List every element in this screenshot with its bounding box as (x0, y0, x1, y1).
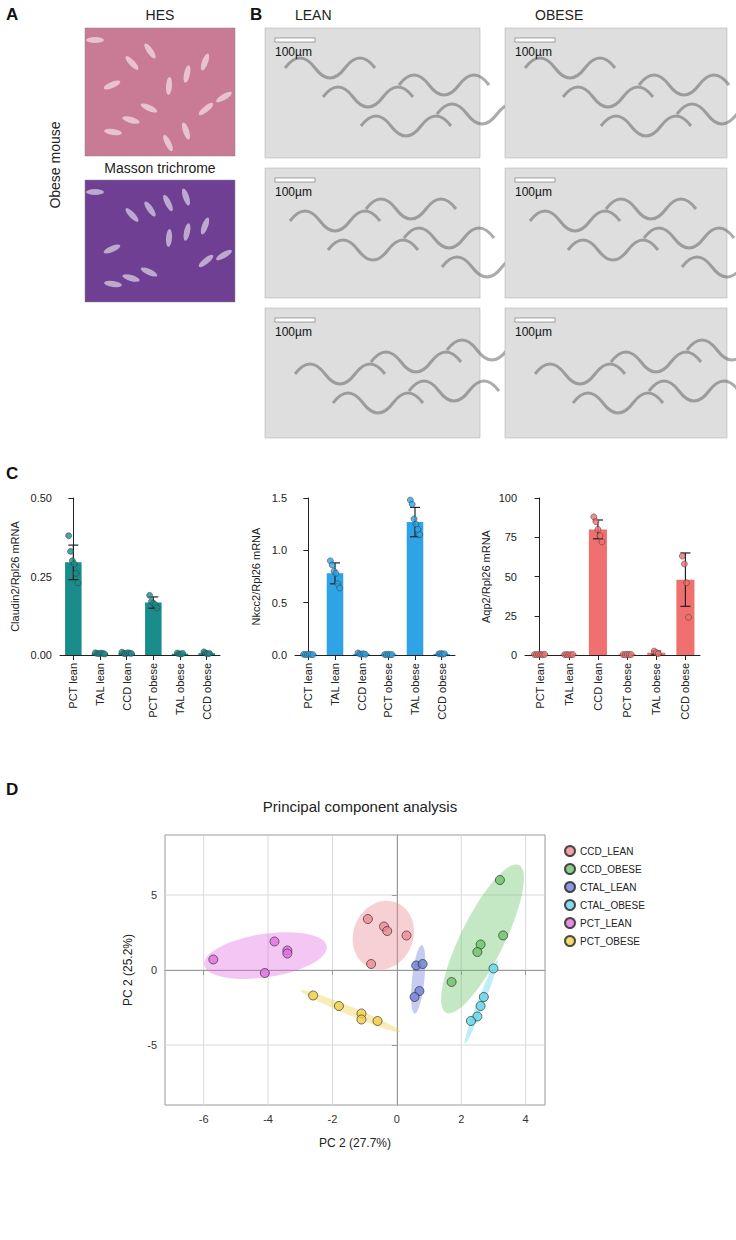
svg-text:Obese mouse: Obese mouse (47, 121, 63, 208)
svg-text:PCT obese: PCT obese (382, 663, 394, 718)
svg-text:100µm: 100µm (275, 45, 312, 59)
html-text:D: D (6, 780, 19, 799)
svg-text:PCT obese: PCT obese (621, 663, 633, 718)
svg-text:100µm: 100µm (275, 325, 312, 339)
svg-text:TAL obese: TAL obese (409, 663, 421, 715)
svg-text:0.5: 0.5 (272, 597, 287, 609)
svg-text:-5: -5 (147, 1039, 157, 1051)
svg-text:CCD lean: CCD lean (121, 663, 133, 711)
svg-text:PCT_LEAN: PCT_LEAN (580, 918, 632, 929)
svg-text:B: B (250, 5, 262, 24)
svg-text:100µm: 100µm (515, 45, 552, 59)
svg-text:CCD obese: CCD obese (201, 663, 213, 720)
svg-text:100µm: 100µm (515, 185, 552, 199)
svg-text:TAL lean: TAL lean (94, 663, 106, 706)
svg-text:0: 0 (394, 1113, 400, 1125)
svg-text:0.00: 0.00 (31, 649, 52, 661)
svg-text:1.0: 1.0 (272, 544, 287, 556)
svg-text:Principal component analysis: Principal component analysis (263, 798, 457, 815)
svg-text:PC 2 (27.7%): PC 2 (27.7%) (319, 1136, 391, 1150)
svg-text:TAL obese: TAL obese (174, 663, 186, 715)
svg-text:Aqp2/Rpl26 mRNA: Aqp2/Rpl26 mRNA (480, 529, 492, 623)
svg-text:100µm: 100µm (515, 325, 552, 339)
svg-text:4: 4 (523, 1113, 529, 1125)
svg-text:5: 5 (151, 889, 157, 901)
svg-text:0: 0 (511, 649, 517, 661)
svg-text:Nkcc2/Rpl26 mRNA: Nkcc2/Rpl26 mRNA (250, 527, 262, 625)
svg-text:100µm: 100µm (275, 185, 312, 199)
svg-text:-4: -4 (263, 1113, 273, 1125)
svg-text:CCD obese: CCD obese (436, 663, 448, 720)
svg-text:0: 0 (151, 964, 157, 976)
svg-text:CTAL_LEAN: CTAL_LEAN (580, 882, 637, 893)
svg-text:-6: -6 (199, 1113, 209, 1125)
svg-text:PCT lean: PCT lean (67, 663, 79, 709)
svg-text:TAL obese: TAL obese (650, 663, 662, 715)
svg-text:0.50: 0.50 (31, 492, 52, 504)
svg-text:1.5: 1.5 (272, 492, 287, 504)
svg-text:CTAL_OBESE: CTAL_OBESE (580, 900, 645, 911)
svg-text:100: 100 (499, 492, 517, 504)
svg-text:PCT obese: PCT obese (147, 663, 159, 718)
svg-text:CCD_OBESE: CCD_OBESE (580, 864, 642, 875)
svg-text:PCT_OBESE: PCT_OBESE (580, 936, 640, 947)
svg-text:CCD lean: CCD lean (356, 663, 368, 711)
svg-text:CCD obese: CCD obese (679, 663, 691, 720)
svg-text:Masson trichrome: Masson trichrome (104, 160, 215, 176)
svg-text:TAL lean: TAL lean (329, 663, 341, 706)
svg-text:PCT lean: PCT lean (534, 663, 546, 709)
svg-text:PCT lean: PCT lean (302, 663, 314, 709)
svg-text:CCD_LEAN: CCD_LEAN (580, 846, 633, 857)
html-text:C: C (6, 464, 19, 483)
svg-text:-2: -2 (328, 1113, 338, 1125)
svg-text:PC 2 (25.2%): PC 2 (25.2%) (121, 934, 135, 1006)
svg-text:Claudin2/Rpl26 mRNA: Claudin2/Rpl26 mRNA (9, 521, 21, 632)
svg-text:0.0: 0.0 (272, 649, 287, 661)
svg-text:A: A (6, 5, 18, 24)
svg-text:0.25: 0.25 (31, 571, 52, 583)
svg-text:2: 2 (458, 1113, 464, 1125)
svg-text:CCD lean: CCD lean (592, 663, 604, 711)
svg-text:50: 50 (505, 571, 517, 583)
svg-text:75: 75 (505, 531, 517, 543)
svg-text:OBESE: OBESE (535, 7, 583, 23)
svg-text:TAL lean: TAL lean (563, 663, 575, 706)
svg-text:LEAN: LEAN (295, 7, 332, 23)
svg-text:25: 25 (505, 610, 517, 622)
svg-text:HES: HES (146, 7, 175, 23)
